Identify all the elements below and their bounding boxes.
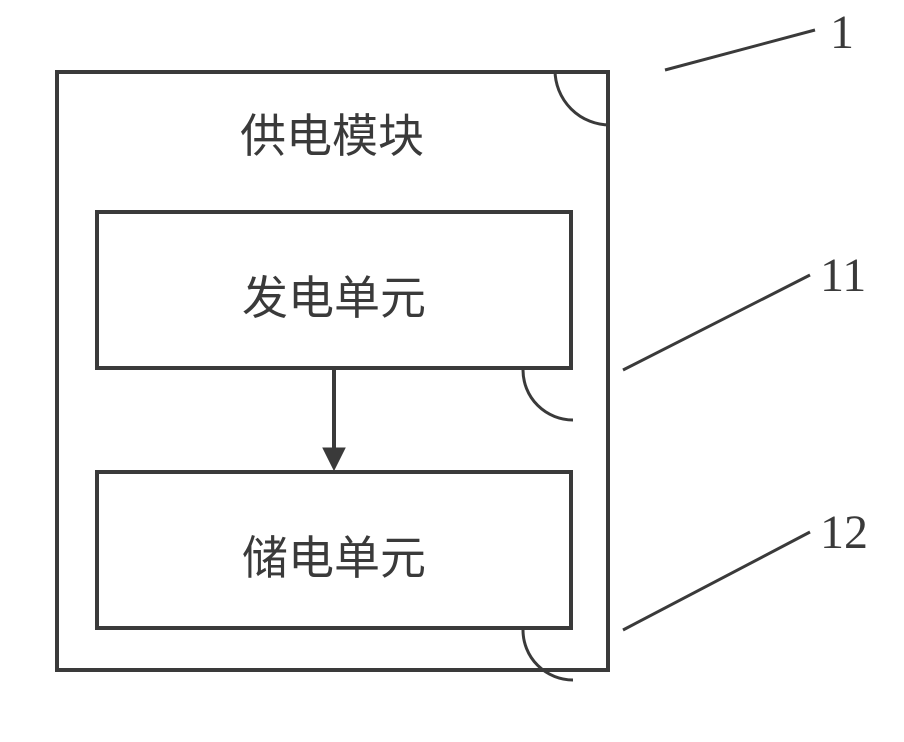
diagram-canvas: 供电模块 发电单元 储电单元 1 11 12	[0, 0, 904, 742]
storage-unit-label: 储电单元	[95, 522, 573, 588]
callout-number-11: 11	[820, 248, 866, 303]
callout-number-1: 1	[830, 5, 854, 60]
power-module-title: 供电模块	[240, 100, 424, 166]
callout-number-12: 12	[820, 505, 868, 560]
generation-unit-label: 发电单元	[95, 262, 573, 328]
